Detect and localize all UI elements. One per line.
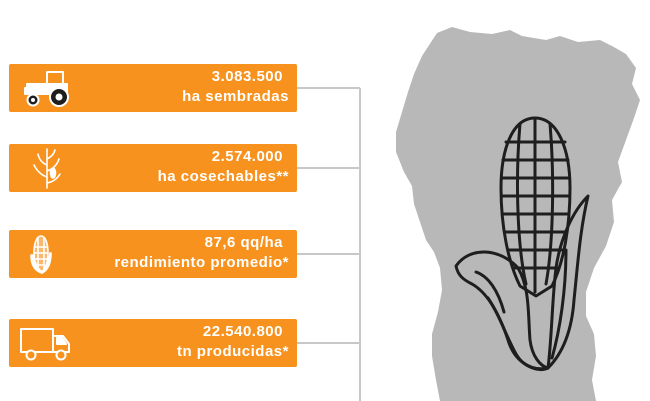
stat-value: 2.574.000 <box>211 148 283 165</box>
stat-box-yield: 87,6 qq/ha rendimiento promedio* <box>9 230 297 278</box>
stat-label: ha cosechables** <box>157 168 289 185</box>
corn-plant-icon <box>33 148 61 189</box>
stat-box-harvestable: 2.574.000 ha cosechables** <box>9 144 297 192</box>
stat-label: ha sembradas <box>182 88 289 105</box>
corn-cob-outline-icon <box>454 116 590 371</box>
tractor-icon <box>24 71 69 107</box>
truck-icon <box>20 328 70 361</box>
stat-value: 22.540.800 <box>202 323 283 340</box>
corn-cob-icon <box>30 235 52 274</box>
stat-label: tn producidas* <box>176 343 289 360</box>
stat-label: rendimiento promedio* <box>114 254 289 271</box>
stat-box-produced: 22.540.800 tn producidas* <box>9 319 297 367</box>
stat-value: 87,6 qq/ha <box>204 234 283 251</box>
stat-box-sown: 3.083.500 ha sembradas <box>9 64 297 112</box>
stat-value: 3.083.500 <box>211 68 283 85</box>
